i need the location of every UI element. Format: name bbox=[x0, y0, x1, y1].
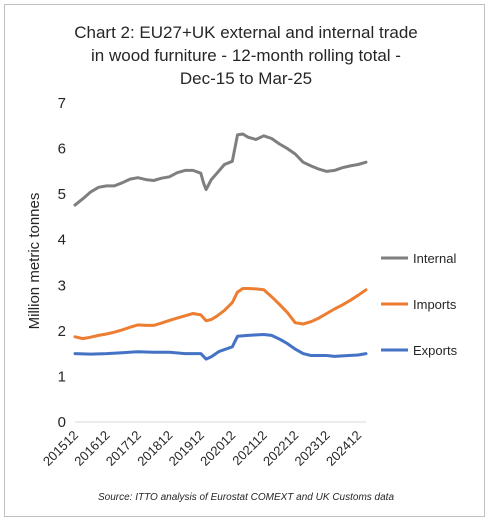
legend-label-imports: Imports bbox=[413, 297, 457, 312]
y-axis-title: Million metric tonnes bbox=[26, 193, 43, 330]
source-note: Source: ITTO analysis of Eurostat COMEXT… bbox=[98, 492, 394, 503]
legend: Internal Imports Exports bbox=[381, 251, 458, 358]
x-axis-ticks: 2015122016122017122018122019122020122021… bbox=[40, 428, 364, 469]
y-tick-label: 6 bbox=[58, 141, 66, 158]
y-tick-label: 3 bbox=[58, 277, 66, 294]
chart-title-line-2: in wood furniture - 12-month rolling tot… bbox=[91, 46, 401, 65]
chart-title-line-1: Chart 2: EU27+UK external and internal t… bbox=[74, 23, 418, 42]
series-line-imports bbox=[73, 287, 368, 341]
series-line-exports bbox=[73, 333, 368, 361]
y-tick-label: 2 bbox=[58, 323, 66, 340]
x-tick-label: 202412 bbox=[323, 428, 364, 469]
chart-title-line-3: Dec-15 to Mar-25 bbox=[180, 69, 312, 88]
y-tick-label: 4 bbox=[58, 232, 66, 249]
y-tick-label: 1 bbox=[58, 368, 66, 385]
series-line-internal bbox=[73, 132, 368, 207]
legend-label-exports: Exports bbox=[413, 343, 458, 358]
series-lines bbox=[73, 132, 368, 361]
x-tick-label: 202012 bbox=[197, 428, 238, 469]
y-tick-label: 7 bbox=[58, 95, 66, 112]
y-tick-label: 5 bbox=[58, 186, 66, 203]
y-axis-ticks: 0 1 2 3 4 5 6 7 bbox=[58, 95, 66, 431]
chart-title: Chart 2: EU27+UK external and internal t… bbox=[74, 23, 418, 88]
legend-label-internal: Internal bbox=[413, 251, 456, 266]
y-tick-label: 0 bbox=[58, 414, 66, 431]
chart-frame bbox=[4, 4, 485, 517]
